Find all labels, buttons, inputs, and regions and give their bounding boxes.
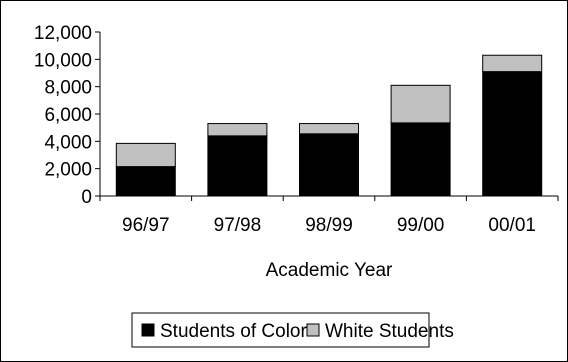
y-tick-label: 12,000 [34, 23, 92, 44]
y-tick-label: 4,000 [44, 132, 92, 153]
bars-group [115, 54, 543, 197]
legend-label-students-of-color: Students of Color [160, 321, 307, 342]
legend: Students of Color White Students [131, 312, 454, 348]
x-tick-label: 97/98 [214, 215, 262, 236]
x-tick-label: 96/97 [122, 215, 170, 236]
legend-swatch-white-students [306, 323, 320, 337]
bar-white-students [390, 84, 451, 124]
legend-label-white-students: White Students [325, 321, 454, 342]
legend-box [131, 312, 430, 348]
y-tick-label: 10,000 [34, 50, 92, 71]
bar-students-of-color [482, 71, 543, 197]
y-tick-label: 6,000 [44, 105, 92, 126]
x-tick-label: 99/00 [397, 215, 445, 236]
bar-white-students [482, 54, 543, 73]
y-tick-label: 2,000 [44, 160, 92, 181]
y-tick-label: 0 [81, 187, 92, 208]
bar-students-of-color [390, 122, 451, 197]
bar-white-students [207, 123, 268, 137]
legend-swatch-students-of-color [141, 323, 155, 337]
x-ticks-group: 96/97 97/98 98/99 99/00 00/01 [99, 196, 559, 236]
bar-white-students [299, 123, 359, 135]
y-tick-label: 8,000 [44, 78, 92, 99]
y-ticks-group: 0 2,000 4,000 6,000 8,000 10,000 12,000 [34, 23, 100, 208]
bar-students-of-color [115, 166, 176, 197]
x-axis-title: Academic Year [266, 260, 393, 281]
bar-white-students [115, 142, 176, 168]
x-tick-label: 00/01 [488, 215, 536, 236]
bar-students-of-color [207, 135, 268, 197]
x-tick-label: 98/99 [305, 215, 353, 236]
bar-students-of-color [299, 133, 359, 197]
